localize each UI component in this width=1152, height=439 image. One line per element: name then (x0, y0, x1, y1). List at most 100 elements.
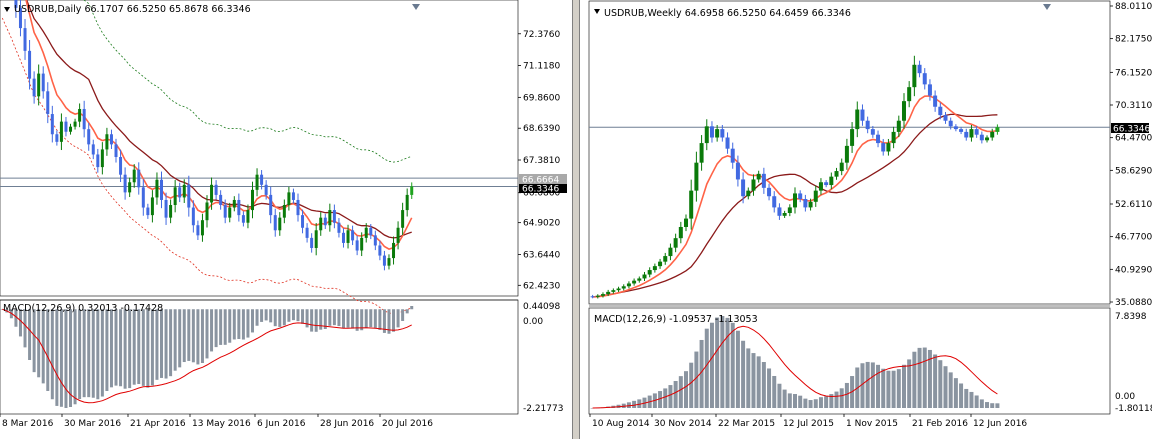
chart-dropdown-arrow-icon[interactable] (1043, 4, 1051, 10)
macd-histogram-bar (974, 395, 979, 408)
price-tick-label: 35.0880 (1115, 298, 1152, 308)
candle-body (310, 237, 314, 248)
candle-body (943, 115, 948, 121)
candle-body (332, 210, 336, 223)
candle-body (301, 215, 305, 228)
bid-price-label: 66.3346 (522, 185, 559, 195)
candle-body (160, 179, 164, 200)
macd-histogram-bar (32, 309, 36, 373)
candle-body (901, 101, 906, 121)
price-tick-label: 64.9020 (523, 219, 560, 229)
macd-tick-label: 0.00 (1115, 392, 1135, 402)
candle-body (228, 207, 232, 218)
macd-histogram-bar (237, 309, 241, 340)
chart-header: USDRUB,Weekly 64.6958 66.5250 64.6459 66… (604, 8, 851, 19)
weekly-chart-window[interactable]: 88.0110 82.1750 76.1520 70.3110 64.4700 58.62… (580, 0, 1152, 439)
slow-moving-average-line (592, 113, 998, 298)
candle-body (824, 182, 829, 186)
date-label: 10 Aug 2014 (592, 419, 650, 429)
candle-body (663, 256, 668, 262)
macd-histogram-bar (146, 309, 150, 388)
macd-signal-line (592, 325, 998, 409)
macd-histogram-bar (839, 388, 844, 408)
macd-histogram-bar (590, 408, 595, 409)
macd-histogram-bar (173, 309, 177, 371)
macd-histogram-bar (896, 369, 901, 408)
candle-body (287, 192, 291, 206)
candle-body (782, 213, 787, 216)
macd-histogram-bar (82, 309, 86, 398)
macd-histogram-bar (314, 309, 318, 332)
symbol-menu-arrow-icon[interactable] (594, 9, 600, 14)
macd-histogram-bar (50, 309, 54, 400)
candle-body (595, 295, 600, 297)
candle-body (818, 182, 823, 191)
price-area-frame (0, 0, 519, 297)
macd-histogram-bar (678, 376, 683, 408)
candle-body (606, 291, 611, 295)
candle-body (793, 193, 797, 208)
candle-body (351, 230, 355, 241)
macd-histogram-bar (364, 309, 368, 328)
candle-body (255, 174, 259, 190)
candle-body (637, 278, 642, 281)
candle-body (14, 0, 18, 8)
candle-body (730, 148, 735, 163)
price-tick-label: 62.4230 (523, 281, 560, 291)
macd-histogram-bar (709, 322, 714, 408)
candle-body (891, 131, 896, 144)
macd-histogram-bar (328, 309, 332, 326)
candle-body (305, 227, 309, 238)
candle-body (813, 190, 818, 202)
candle-body (741, 179, 746, 197)
macd-histogram-bar (155, 309, 159, 380)
candle-body (590, 296, 595, 298)
candle-body (341, 232, 345, 243)
candle-body (100, 149, 104, 168)
macd-histogram-bar (405, 309, 409, 314)
macd-histogram-bar (959, 383, 964, 408)
macd-histogram-bar (876, 364, 881, 408)
candle-body (917, 64, 922, 74)
candle-body (73, 121, 77, 127)
macd-histogram-bar (214, 309, 218, 348)
candle-body (704, 126, 709, 144)
daily-chart-canvas[interactable]: 72.3760 71.1180 69.8600 68.6390 67.3810 66.08… (0, 0, 572, 439)
candle-body (855, 109, 860, 130)
macd-histogram-bar (310, 309, 314, 332)
weekly-chart-canvas[interactable]: 88.0110 82.1750 76.1520 70.3110 64.4700 58.62… (580, 0, 1152, 439)
date-label: 30 Nov 2014 (654, 419, 712, 429)
chart-dropdown-arrow-icon[interactable] (412, 4, 420, 10)
window-splitter[interactable] (572, 0, 580, 439)
daily-chart-window[interactable]: 72.3760 71.1180 69.8600 68.6390 67.3810 66.08… (0, 0, 572, 439)
macd-histogram-bar (150, 309, 154, 386)
candle-body (647, 270, 652, 275)
price-tick-label: 88.0110 (1115, 2, 1152, 12)
macd-histogram-bar (891, 370, 896, 408)
date-label: 8 Mar 2016 (2, 419, 54, 429)
macd-histogram-bar (782, 389, 787, 408)
macd-histogram-bar (922, 347, 927, 408)
price-tick-label: 72.3760 (523, 30, 560, 40)
candle-body (232, 199, 236, 208)
macd-histogram-bar (351, 309, 355, 329)
macd-histogram-bar (943, 366, 948, 408)
macd-histogram-bar (990, 403, 995, 408)
candle-body (246, 210, 250, 223)
candle-body (616, 288, 621, 291)
price-tick-label: 82.1750 (1115, 35, 1152, 45)
candle-body (346, 230, 350, 243)
macd-histogram-bar (798, 395, 803, 408)
macd-tick-label: 0.00 (523, 317, 543, 327)
candle-body (382, 255, 386, 266)
macd-histogram-bar (668, 385, 673, 408)
macd-histogram-bar (392, 309, 396, 332)
macd-histogram-bar (663, 388, 668, 408)
macd-histogram-bar (260, 309, 264, 322)
symbol-menu-arrow-icon[interactable] (4, 7, 10, 12)
candle-body (196, 225, 200, 236)
macd-histogram-bar (860, 363, 865, 408)
date-label: 21 Feb 2016 (912, 419, 968, 429)
candle-body (328, 210, 332, 226)
date-label: 1 Nov 2015 (846, 419, 898, 429)
